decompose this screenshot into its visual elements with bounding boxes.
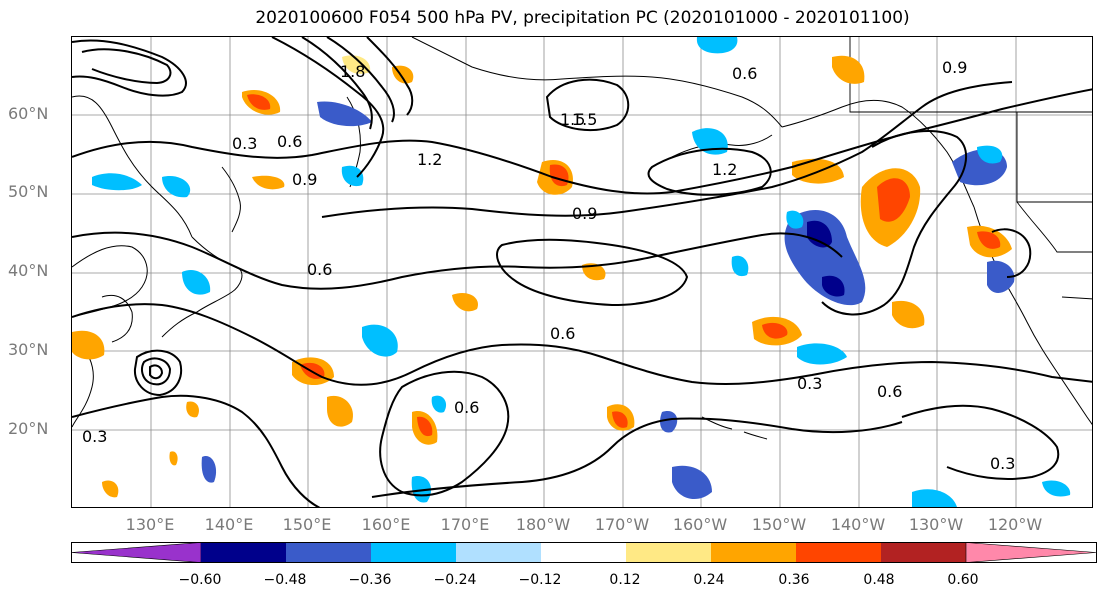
colorbar-cell <box>201 542 287 563</box>
contour-label: 0.9 <box>292 170 317 189</box>
lon-label-160e: 160°E <box>361 515 411 534</box>
contour-label: 1.5 <box>572 110 597 129</box>
colorbar-tick: 0.12 <box>609 572 641 588</box>
lat-label-60n: 60°N <box>8 104 49 123</box>
lon-label-150w: 150°W <box>751 515 807 534</box>
contour-label: 0.3 <box>232 134 257 153</box>
lon-label-130w: 130°W <box>908 515 964 534</box>
positive-precip-shading <box>72 55 1012 498</box>
colorbar-cell <box>626 542 712 563</box>
lon-label-170w: 170°W <box>594 515 650 534</box>
contour-label: 0.3 <box>82 427 107 446</box>
colorbar-cells <box>71 542 1097 563</box>
contour-label: 0.3 <box>990 454 1015 473</box>
graticule <box>72 37 1092 507</box>
lat-label-30n: 30°N <box>8 340 49 359</box>
colorbar-tick: −0.24 <box>433 572 477 588</box>
negative-precip-shading <box>92 37 1071 507</box>
lat-label-50n: 50°N <box>8 182 49 201</box>
contour-label: 1.2 <box>712 160 737 179</box>
contour-label: 0.6 <box>307 260 332 279</box>
map-svg: 0.3 0.6 0.9 1.2 1.5 1.8 1.2 0.6 0.9 0.6 … <box>72 37 1092 507</box>
colorbar-tick: 0.48 <box>863 572 895 588</box>
colorbar-cell <box>881 542 967 563</box>
colorbar-tick: −0.36 <box>348 572 392 588</box>
contour-label: 1.8 <box>340 62 365 81</box>
lon-label-120w: 120°W <box>987 515 1043 534</box>
colorbar-tick: 0.60 <box>947 572 979 588</box>
lon-label-150e: 150°E <box>282 515 332 534</box>
lon-label-140w: 140°W <box>830 515 886 534</box>
colorbar-tick: 0.36 <box>778 572 810 588</box>
colorbar-tick: 0.24 <box>693 572 725 588</box>
lat-label-40n: 40°N <box>8 261 49 280</box>
colorbar-cell <box>286 542 372 563</box>
colorbar-cell <box>371 542 457 563</box>
lon-label-170e: 170°E <box>440 515 490 534</box>
lon-label-180w: 180°W <box>515 515 571 534</box>
colorbar-outline <box>71 542 1097 563</box>
pv-contours <box>72 37 1092 507</box>
colorbar-extension-low <box>71 542 202 563</box>
colorbar-cell <box>541 542 627 563</box>
colorbar-cell <box>456 542 542 563</box>
colorbar-cell <box>796 542 882 563</box>
contour-label: 0.6 <box>454 398 479 417</box>
colorbar <box>71 542 1097 563</box>
contour-label: 1.2 <box>417 150 442 169</box>
colorbar-tick: −0.48 <box>263 572 307 588</box>
lon-label-130e: 130°E <box>125 515 175 534</box>
lon-label-140e: 140°E <box>204 515 254 534</box>
contour-label: 0.6 <box>550 324 575 343</box>
lat-label-20n: 20°N <box>8 419 49 438</box>
colorbar-extension-high <box>965 542 1097 563</box>
lon-label-160w: 160°W <box>672 515 728 534</box>
colorbar-cell <box>711 542 797 563</box>
colorbar-tick: −0.12 <box>518 572 562 588</box>
map-title: 2020100600 F054 500 hPa PV, precipitatio… <box>255 8 910 28</box>
pv-contour-labels: 0.3 0.6 0.9 1.2 1.5 1.8 1.2 0.6 0.9 0.6 … <box>82 58 1015 473</box>
contour-label: 0.6 <box>277 132 302 151</box>
contour-label: 0.6 <box>732 64 757 83</box>
contour-label: 1.5 <box>560 110 585 129</box>
colorbar-tick: −0.60 <box>178 572 222 588</box>
contour-label: 0.9 <box>572 204 597 223</box>
map-panel: 0.3 0.6 0.9 1.2 1.5 1.8 1.2 0.6 0.9 0.6 … <box>71 36 1093 508</box>
contour-label: 0.6 <box>877 382 902 401</box>
contour-label: 0.9 <box>942 58 967 77</box>
contour-label: 0.3 <box>797 374 822 393</box>
